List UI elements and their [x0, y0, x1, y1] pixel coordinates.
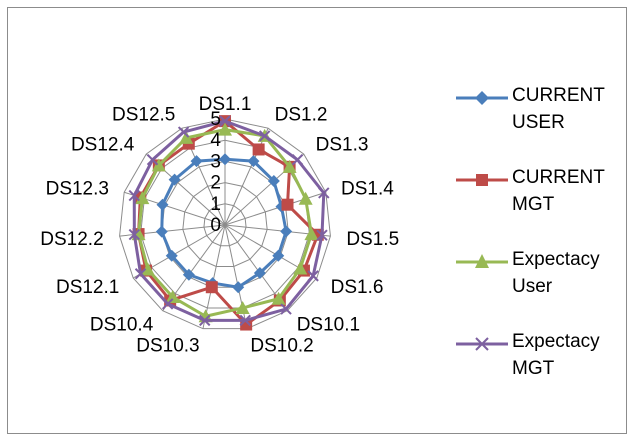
category-label: DS1.2 [275, 105, 328, 126]
category-label: DS10.1 [297, 315, 360, 336]
data-point-diamond [190, 155, 203, 168]
data-point-diamond [247, 155, 260, 168]
legend-item-expectacy-mgt: Expectacy MGT [456, 331, 634, 392]
data-point-square [205, 281, 218, 294]
category-label: DS12.4 [71, 134, 135, 155]
category-label: DS1.1 [199, 94, 252, 115]
data-point-triangle [218, 122, 232, 136]
legend-marker-triangle-icon [456, 254, 508, 268]
data-point-triangle [165, 290, 180, 304]
data-point-x [219, 115, 231, 127]
legend-item-expectacy-user: Expectacy User [456, 249, 634, 310]
radial-tick-label: 2 [210, 173, 221, 194]
data-point-x [258, 130, 271, 142]
data-point-x [199, 314, 211, 327]
data-point-diamond [156, 198, 169, 211]
data-point-square [252, 143, 265, 156]
data-point-diamond [280, 225, 293, 238]
data-point-x [128, 189, 140, 202]
grid-spoke [224, 191, 326, 226]
data-point-triangle [151, 158, 166, 172]
data-point-x [318, 187, 330, 199]
category-label: DS10.2 [250, 335, 313, 356]
radial-tick-label: 5 [210, 109, 221, 130]
series-line [132, 119, 326, 322]
category-label: DS1.6 [331, 277, 384, 298]
data-point-triangle [140, 262, 155, 276]
data-point-diamond [253, 267, 266, 280]
data-point-triangle [271, 291, 286, 305]
data-point-diamond [219, 153, 231, 166]
data-point-square [281, 198, 294, 211]
radial-tick-label: 0 [210, 215, 221, 236]
category-label: DS12.5 [112, 105, 175, 126]
data-point-diamond [272, 249, 285, 262]
data-point-x [307, 270, 319, 282]
legend-marker-square-icon [456, 174, 508, 186]
series-line [160, 157, 288, 289]
series-line [137, 128, 313, 318]
legend-label: Expectacy MGT [512, 331, 600, 379]
legend-item-current-mgt: CURRENT MGT [456, 167, 634, 228]
category-label: DS12.1 [56, 277, 119, 298]
legend-marker-diamond-icon [456, 91, 508, 105]
chart-area: 0 1 2 3 4 5 DS1.1 DS1.2 DS1.3 DS1.4 DS1.5 DS1.6 DS10… [7, 7, 627, 434]
data-point-triangle [179, 130, 194, 144]
category-label: DS10.4 [90, 315, 154, 336]
data-point-triangle [235, 300, 250, 314]
legend-marker-x-icon [456, 337, 508, 351]
category-label: DS1.5 [346, 229, 399, 250]
data-point-triangle [304, 227, 319, 241]
grid-spoke [224, 127, 269, 226]
data-point-diamond [155, 225, 168, 238]
category-label: DS1.4 [341, 178, 394, 199]
data-point-triangle [293, 261, 308, 275]
grid-ring [119, 118, 331, 330]
legend-item-current-user: CURRENT USER [456, 85, 634, 146]
category-label: DS12.2 [40, 229, 103, 250]
radial-tick-label: 3 [210, 151, 221, 172]
data-point-diamond [232, 281, 245, 294]
data-point-x [161, 298, 174, 310]
data-point-triangle [282, 159, 297, 173]
data-point-diamond [168, 173, 181, 186]
data-point-x [134, 268, 147, 280]
data-point-x [280, 303, 292, 315]
data-point-diamond [267, 175, 280, 188]
legend-label: CURRENT MGT [512, 167, 605, 215]
data-point-x [291, 154, 304, 166]
radial-tick-label: 4 [210, 130, 221, 151]
data-point-x [239, 314, 251, 327]
category-label: DS10.3 [136, 335, 199, 356]
category-label: DS1.3 [316, 134, 369, 155]
legend-label: Expectacy User [512, 249, 600, 297]
data-point-diamond [165, 249, 178, 262]
legend-label: CURRENT USER [512, 85, 605, 133]
data-point-x [146, 154, 159, 166]
data-point-triangle [298, 191, 313, 205]
data-point-x [177, 126, 190, 138]
grid-ring [182, 182, 268, 267]
data-point-diamond [182, 268, 195, 281]
category-label: DS12.3 [46, 178, 109, 199]
radial-tick-label: 1 [210, 194, 221, 215]
data-point-x [316, 229, 328, 241]
series-line [137, 119, 320, 327]
data-point-x [128, 228, 141, 241]
grid-ring [203, 203, 247, 247]
